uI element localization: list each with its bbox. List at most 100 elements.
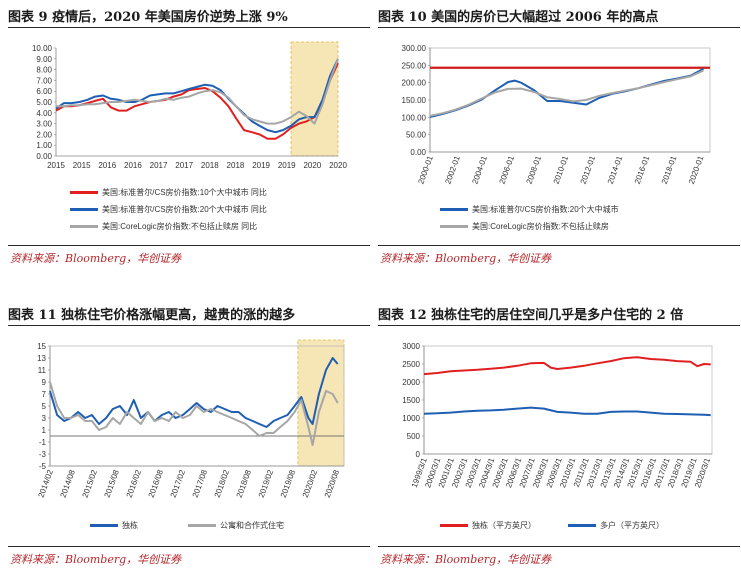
x-tick-label: 2017/08 <box>191 468 210 499</box>
x-tick-label: 2016-01 <box>633 154 652 185</box>
legend-item: 美国:CoreLogic房价指数:不包括止赎房 同比 <box>70 221 257 232</box>
legend-swatch <box>188 524 216 528</box>
y-tick-label: 500 <box>407 432 421 441</box>
y-tick-label: 2500 <box>402 360 420 369</box>
x-tick-label: 2008-01 <box>525 154 544 185</box>
legend-label: 美国:标准普尔/CS房价指数:20个大中城市 同比 <box>102 205 267 214</box>
bottom-rule <box>378 546 740 547</box>
chart-panel-10: 图表 10 美国的房价已大幅超过 2006 年的高点 0.00 50.00 100.… <box>378 2 740 282</box>
legend-item: 美国:标准普尔/CS房价指数:10个大中城市 同比 <box>70 187 267 198</box>
x-tick-label: 2018-01 <box>660 154 679 185</box>
y-tick-label: 6.00 <box>36 87 52 96</box>
legend-label: 独栋（平方英尺） <box>472 521 536 530</box>
legend-label: 独栋 <box>122 521 138 530</box>
y-tick-label: -5 <box>39 462 47 471</box>
legend-swatch <box>90 524 118 528</box>
legend-swatch <box>70 191 98 195</box>
legend-swatch <box>70 225 98 229</box>
x-tick-label: 2015 <box>47 161 65 170</box>
y-tick-label: 300.00 <box>402 44 427 53</box>
series-line <box>49 357 339 428</box>
legend-swatch <box>70 208 98 212</box>
series-line <box>429 67 704 118</box>
source-note: 资料来源：Bloomberg，华创证券 <box>10 252 182 265</box>
y-tick-label: 5.00 <box>36 98 52 107</box>
legend-swatch <box>440 524 468 528</box>
y-tick-label: 5 <box>42 402 47 411</box>
series-line <box>423 356 711 376</box>
chart-plot: 0.00 1.00 2.003.00 4.00 5.00 6.00 7.008.00 9.00… <box>32 41 347 170</box>
bottom-rule <box>8 546 370 547</box>
legend-item: 多户（平方英尺） <box>568 520 664 531</box>
legend-item: 公寓和合作式住宅 <box>188 520 284 531</box>
x-tick-label: 2004-01 <box>470 154 489 185</box>
y-tick-label: 200.00 <box>402 79 427 88</box>
x-tick-label: 2015 <box>73 161 91 170</box>
x-tick-label: 2016 <box>124 161 142 170</box>
series-line <box>423 406 711 417</box>
chart-title: 图表 12 独栋住宅的居住空间几乎是多户住宅的 2 倍 <box>378 308 684 323</box>
title-rule <box>8 325 370 326</box>
x-tick-label: 2017 <box>150 161 168 170</box>
chart-panel-12: 图表 12 独栋住宅的居住空间几乎是多户住宅的 2 倍 0 500 1000 1500… <box>378 300 740 580</box>
bottom-rule <box>8 245 370 246</box>
y-tick-label: 7.00 <box>36 76 52 85</box>
source-note: 资料来源：Bloomberg，华创证券 <box>380 553 552 566</box>
legend-item: 美国:标准普尔/CS房价指数:20个大中城市 <box>440 204 619 215</box>
y-tick-label: 9 <box>42 378 47 387</box>
y-tick-label: 4.00 <box>36 109 52 118</box>
legend-item: 美国:标准普尔/CS房价指数:20个大中城市 同比 <box>70 204 267 215</box>
x-tick-label: 2016 <box>98 161 116 170</box>
x-tick-label: 2017/02 <box>169 468 188 499</box>
x-tick-label: 2018 <box>227 161 245 170</box>
legend-label: 美国:标准普尔/CS房价指数:10个大中城市 同比 <box>102 188 267 197</box>
legend-label: 多户（平方英尺） <box>600 521 664 530</box>
legend-swatch <box>440 208 468 212</box>
chart-panel-9: 图表 9 疫情后，2020 年美国房价逆势上涨 9% 0.00 1.00 2.00 3… <box>8 2 370 282</box>
series-line <box>49 381 339 446</box>
x-tick-label: 2015/08 <box>103 468 122 499</box>
chart-plot: 0500100015002000250030001999/3/12000/3/1… <box>402 342 713 489</box>
y-tick-label: 3000 <box>402 342 420 351</box>
y-tick-label: 0.00 <box>410 148 426 157</box>
title-rule <box>378 325 740 326</box>
x-tick-label: 2014/08 <box>59 468 78 499</box>
legend-item: 独栋（平方英尺） <box>440 520 536 531</box>
series-line <box>55 58 339 134</box>
x-tick-label: 2020/08 <box>323 468 342 499</box>
y-tick-label: -1 <box>39 438 47 447</box>
chart-title: 图表 11 独栋住宅价格涨幅更高，越贵的涨的越多 <box>8 308 296 323</box>
x-tick-label: 2019 <box>278 161 296 170</box>
x-tick-label: 2018/08 <box>235 468 254 499</box>
x-tick-label: 2002-01 <box>443 154 462 185</box>
x-tick-label: 2010-01 <box>552 154 571 185</box>
y-tick-label: 1000 <box>402 414 420 423</box>
x-tick-label: 2014/02 <box>37 468 56 499</box>
legend-label: 美国:CoreLogic房价指数:不包括止赎房 同比 <box>102 222 258 231</box>
y-tick-label: 8.00 <box>36 66 52 75</box>
y-tick-label: 7 <box>42 390 47 399</box>
chart-title: 图表 10 美国的房价已大幅超过 2006 年的高点 <box>378 10 659 25</box>
y-tick-label: 15 <box>37 342 46 351</box>
chart-title: 图表 9 疫情后，2020 年美国房价逆势上涨 9% <box>8 10 288 25</box>
legend-item: 美国:CoreLogic房价指数:不包括止赎房 <box>440 221 609 232</box>
y-tick-label: 250.00 <box>402 61 427 70</box>
y-tick-label: 10.00 <box>32 44 53 53</box>
x-tick-label: 2015/02 <box>81 468 100 499</box>
x-tick-label: 2020 <box>329 161 347 170</box>
y-tick-label: 3.00 <box>36 120 52 129</box>
y-tick-label: -3 <box>39 450 47 459</box>
y-tick-label: 2000 <box>402 378 420 387</box>
x-tick-label: 2020 <box>303 161 321 170</box>
legend-swatch <box>568 524 596 528</box>
y-tick-label: 11 <box>38 366 47 375</box>
y-tick-label: 13 <box>37 354 46 363</box>
series-line <box>55 62 339 140</box>
y-tick-label: 1.00 <box>36 141 52 150</box>
x-tick-label: 2016/08 <box>147 468 166 499</box>
x-tick-label: 2016/02 <box>125 468 144 499</box>
x-tick-label: 2018/02 <box>213 468 232 499</box>
y-tick-label: 100.00 <box>402 113 427 122</box>
source-note: 资料来源：Bloomberg，华创证券 <box>380 252 552 265</box>
y-tick-label: 0.00 <box>36 152 52 161</box>
